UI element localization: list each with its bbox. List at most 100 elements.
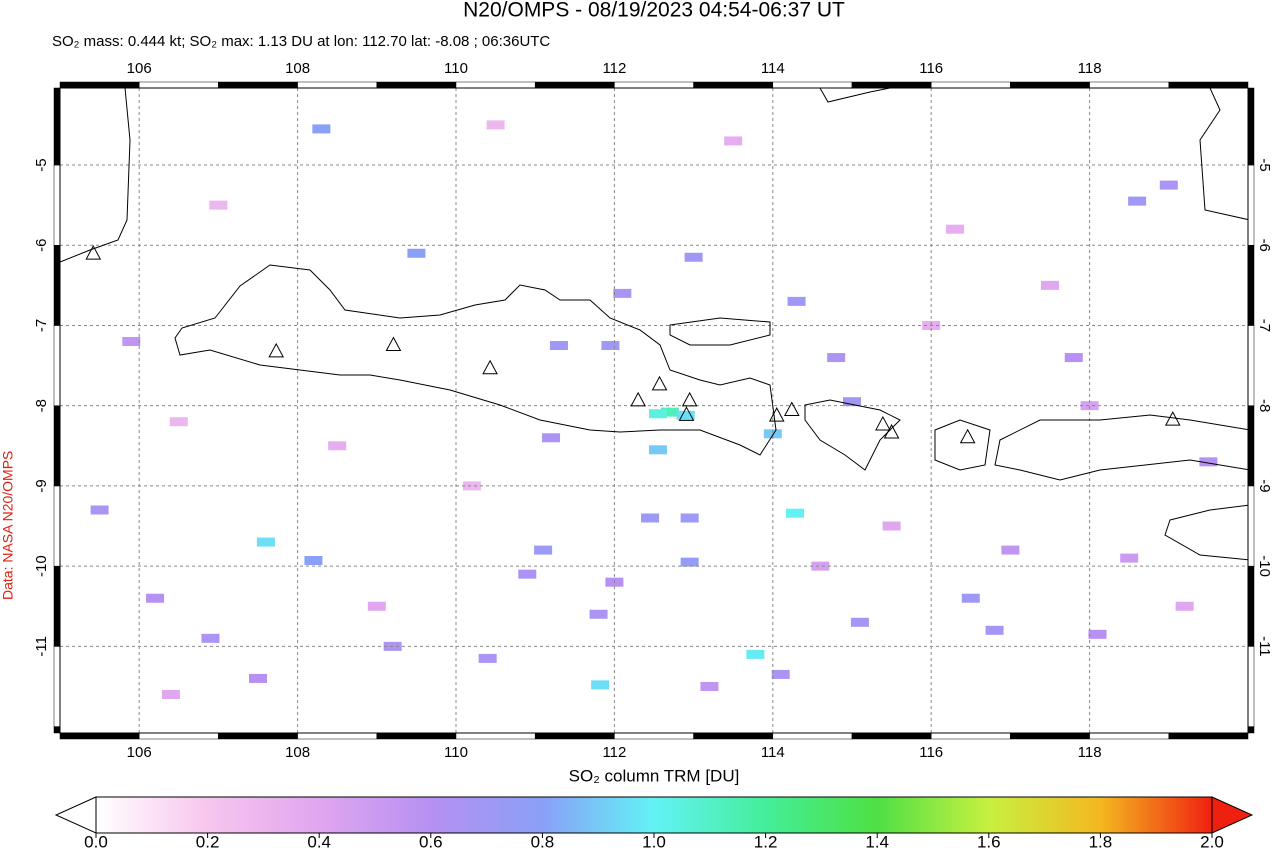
volcano-marker: [783, 401, 800, 416]
volcano-marker: [630, 391, 646, 407]
so2-pixel: [209, 200, 228, 210]
frame-bar: [53, 726, 61, 734]
so2-pixel: [478, 653, 497, 663]
so2-pixel: [676, 410, 695, 420]
so2-pixel: [304, 556, 323, 566]
title: N20/OMPS - 08/19/2023 04:54-06:37 UT: [463, 0, 845, 22]
coast-bali: [804, 399, 901, 471]
frame-bar: [1247, 646, 1255, 727]
colorbar-over-arrow: [1211, 796, 1254, 834]
frame-bar: [53, 565, 61, 647]
so2-pixel: [680, 513, 699, 523]
so2-pixel: [641, 513, 660, 523]
frame-bar: [376, 732, 457, 740]
frame-bar: [53, 485, 61, 567]
map-border: [59, 87, 1249, 734]
so2-pixel: [1120, 553, 1139, 563]
frame-bar: [1168, 81, 1249, 89]
coast-sumatra: [60, 88, 131, 263]
so2-pixel: [367, 601, 386, 611]
volcano-marker: [678, 406, 695, 421]
coast-lombok: [934, 419, 991, 471]
map-frame: [53, 81, 1255, 740]
colorbar-tick-label: 0.6: [419, 832, 443, 851]
frame-bar: [693, 81, 774, 89]
colorbar-tick-label: 0.0: [84, 832, 108, 851]
frame-bar: [53, 325, 61, 406]
frame-bar: [851, 81, 932, 89]
x-tick-label-bottom: 110: [444, 744, 468, 761]
frame-bar: [1010, 81, 1090, 89]
colorbar-tick-label: 1.0: [642, 832, 666, 851]
so2-pixel: [1001, 545, 1020, 555]
volcano-marker: [959, 428, 976, 444]
frame-bar: [772, 81, 853, 89]
volcano-marker: [268, 342, 285, 358]
so2-pixel: [785, 508, 804, 518]
so2-pixel: [843, 397, 861, 407]
frame-bar: [534, 732, 615, 740]
y-tick-label-right: -11: [1256, 636, 1272, 657]
frame-bar: [1010, 732, 1090, 740]
so2-pixel: [1088, 629, 1107, 639]
x-tick-label-bottom: 108: [285, 744, 310, 761]
frame-bar: [53, 405, 61, 487]
frame-bar: [930, 81, 1011, 89]
so2-pixel: [1199, 457, 1218, 467]
so2-pixel: [518, 569, 537, 579]
frame-bar: [1247, 405, 1255, 487]
x-tick-label-top: 118: [1078, 60, 1102, 77]
so2-pixel: [90, 505, 109, 515]
volcano-marker: [482, 359, 498, 375]
frame-bar: [1247, 87, 1255, 166]
so2-pixel: [591, 680, 610, 690]
so2-pixel: [648, 409, 667, 419]
so2-pixel: [249, 673, 267, 683]
frame-bar: [614, 81, 694, 89]
y-tick-label-right: -6: [1256, 239, 1272, 252]
frame-bar: [534, 81, 615, 89]
frame-bar: [1168, 732, 1249, 740]
frame-bar: [218, 732, 298, 740]
frame-bar: [376, 81, 457, 89]
y-tick-label-right: -5: [1256, 158, 1272, 171]
so2-pixel: [787, 296, 806, 306]
y-tick-label-right: -9: [1256, 479, 1272, 492]
frame-bar: [138, 732, 219, 740]
y-tick-label-right: -10: [1256, 555, 1272, 577]
x-tick-label-top: 114: [761, 60, 785, 77]
frame-bar: [851, 732, 932, 740]
y-tick-label-left: -5: [33, 158, 50, 171]
volcano-marker: [85, 245, 102, 260]
so2-pixel: [850, 617, 869, 627]
coastlines: [60, 88, 1248, 561]
volcano-marker: [768, 407, 785, 422]
so2-pixel: [256, 537, 275, 547]
volcano-marker: [651, 375, 668, 391]
so2-pixel: [961, 593, 980, 603]
frame-bar: [53, 646, 61, 727]
y-tick-label-left: -10: [33, 555, 50, 577]
y-tick-label-right: -7: [1256, 319, 1272, 332]
frame-bar: [59, 732, 140, 740]
y-tick-label-left: -7: [33, 319, 50, 332]
frame-bar: [930, 732, 1011, 740]
so2-pixel: [613, 288, 632, 298]
frame-bar: [297, 732, 378, 740]
frame-bar: [53, 87, 61, 166]
frame-bar: [455, 81, 536, 89]
so2-pixel: [1159, 180, 1178, 190]
y-tick-label-left: -6: [33, 239, 50, 252]
frame-bar: [1247, 726, 1255, 734]
volcano-marker: [1164, 411, 1181, 426]
frame-bar: [614, 732, 694, 740]
colorbar-tick-label: 0.2: [196, 832, 220, 851]
so2-pixel: [660, 407, 679, 417]
frame-bar: [1247, 565, 1255, 647]
colorbar-tick-label: 0.8: [531, 832, 555, 851]
so2-pixel: [486, 120, 505, 130]
colorbar-tick-label: 1.2: [754, 832, 778, 851]
coast-madura: [669, 317, 771, 346]
so2-pixel: [1080, 401, 1099, 411]
so2-pixel: [462, 481, 481, 491]
